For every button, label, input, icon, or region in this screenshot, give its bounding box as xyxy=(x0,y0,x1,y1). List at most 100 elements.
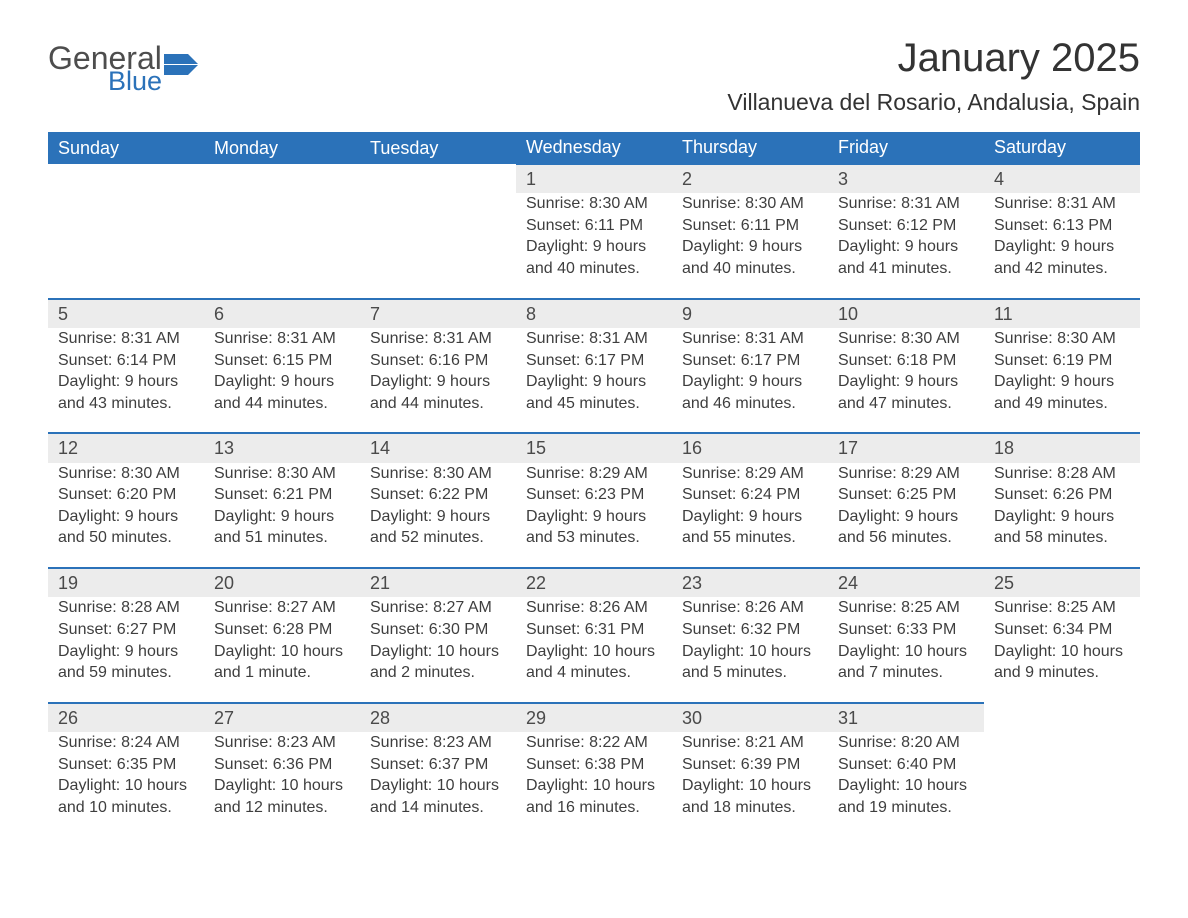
day-d2: and 42 minutes. xyxy=(994,258,1130,280)
day-sunrise: Sunrise: 8:27 AM xyxy=(370,597,506,619)
day-d1: Daylight: 10 hours xyxy=(994,641,1130,663)
day-d2: and 59 minutes. xyxy=(58,662,194,684)
day-sunset: Sunset: 6:21 PM xyxy=(214,484,350,506)
day-cell: Sunrise: 8:24 AMSunset: 6:35 PMDaylight:… xyxy=(48,732,204,836)
day-number: 9 xyxy=(672,299,828,328)
day-sunrise: Sunrise: 8:28 AM xyxy=(58,597,194,619)
week-data-row: Sunrise: 8:31 AMSunset: 6:14 PMDaylight:… xyxy=(48,328,1140,433)
day-number: 7 xyxy=(360,299,516,328)
day-d2: and 40 minutes. xyxy=(526,258,662,280)
day-d2: and 40 minutes. xyxy=(682,258,818,280)
week-daynum-row: 567891011 xyxy=(48,299,1140,328)
day-d1: Daylight: 10 hours xyxy=(214,641,350,663)
day-cell: Sunrise: 8:26 AMSunset: 6:31 PMDaylight:… xyxy=(516,597,672,702)
day-sunrise: Sunrise: 8:31 AM xyxy=(370,328,506,350)
day-cell: Sunrise: 8:26 AMSunset: 6:32 PMDaylight:… xyxy=(672,597,828,702)
day-d2: and 52 minutes. xyxy=(370,527,506,549)
day-sunrise: Sunrise: 8:26 AM xyxy=(682,597,818,619)
day-sunrise: Sunrise: 8:25 AM xyxy=(994,597,1130,619)
day-d2: and 43 minutes. xyxy=(58,393,194,415)
day-d1: Daylight: 9 hours xyxy=(526,506,662,528)
brand-logo-text: General Blue xyxy=(48,44,162,93)
day-cell: Sunrise: 8:30 AMSunset: 6:20 PMDaylight:… xyxy=(48,463,204,568)
day-d2: and 44 minutes. xyxy=(214,393,350,415)
day-d2: and 1 minute. xyxy=(214,662,350,684)
day-cell: Sunrise: 8:27 AMSunset: 6:30 PMDaylight:… xyxy=(360,597,516,702)
day-sunset: Sunset: 6:13 PM xyxy=(994,215,1130,237)
weekday-header: Thursday xyxy=(672,132,828,164)
day-number: 31 xyxy=(828,703,984,732)
weekday-header: Wednesday xyxy=(516,132,672,164)
week-data-row: Sunrise: 8:30 AMSunset: 6:11 PMDaylight:… xyxy=(48,193,1140,298)
page-header: General Blue January 2025 Villanueva del… xyxy=(48,36,1140,126)
day-d1: Daylight: 9 hours xyxy=(838,236,974,258)
day-number: 27 xyxy=(204,703,360,732)
day-d1: Daylight: 9 hours xyxy=(58,641,194,663)
day-sunrise: Sunrise: 8:27 AM xyxy=(214,597,350,619)
day-d1: Daylight: 9 hours xyxy=(994,236,1130,258)
calendar-table: Sunday Monday Tuesday Wednesday Thursday… xyxy=(48,132,1140,836)
day-number: 16 xyxy=(672,433,828,462)
day-d1: Daylight: 9 hours xyxy=(838,506,974,528)
day-sunrise: Sunrise: 8:23 AM xyxy=(214,732,350,754)
day-d1: Daylight: 10 hours xyxy=(838,641,974,663)
day-cell: Sunrise: 8:31 AMSunset: 6:12 PMDaylight:… xyxy=(828,193,984,298)
day-number: 1 xyxy=(516,164,672,193)
day-cell: Sunrise: 8:22 AMSunset: 6:38 PMDaylight:… xyxy=(516,732,672,836)
day-d2: and 58 minutes. xyxy=(994,527,1130,549)
weekday-header: Saturday xyxy=(984,132,1140,164)
day-cell: Sunrise: 8:25 AMSunset: 6:33 PMDaylight:… xyxy=(828,597,984,702)
week-data-row: Sunrise: 8:24 AMSunset: 6:35 PMDaylight:… xyxy=(48,732,1140,836)
day-sunrise: Sunrise: 8:29 AM xyxy=(526,463,662,485)
day-d2: and 19 minutes. xyxy=(838,797,974,819)
day-d1: Daylight: 9 hours xyxy=(214,506,350,528)
day-number: 11 xyxy=(984,299,1140,328)
day-sunset: Sunset: 6:18 PM xyxy=(838,350,974,372)
day-d2: and 51 minutes. xyxy=(214,527,350,549)
page-subtitle: Villanueva del Rosario, Andalusia, Spain xyxy=(727,89,1140,116)
day-number: 20 xyxy=(204,568,360,597)
day-sunrise: Sunrise: 8:29 AM xyxy=(682,463,818,485)
day-number: 14 xyxy=(360,433,516,462)
week-daynum-row: 19202122232425 xyxy=(48,568,1140,597)
day-d1: Daylight: 9 hours xyxy=(58,506,194,528)
empty-cell xyxy=(360,164,516,193)
day-sunrise: Sunrise: 8:30 AM xyxy=(58,463,194,485)
day-d2: and 49 minutes. xyxy=(994,393,1130,415)
day-cell: Sunrise: 8:31 AMSunset: 6:13 PMDaylight:… xyxy=(984,193,1140,298)
day-number: 28 xyxy=(360,703,516,732)
empty-cell xyxy=(48,193,204,298)
day-sunset: Sunset: 6:20 PM xyxy=(58,484,194,506)
day-number: 2 xyxy=(672,164,828,193)
brand-flag-icon xyxy=(164,50,198,76)
day-sunset: Sunset: 6:15 PM xyxy=(214,350,350,372)
day-cell: Sunrise: 8:30 AMSunset: 6:22 PMDaylight:… xyxy=(360,463,516,568)
day-sunrise: Sunrise: 8:30 AM xyxy=(214,463,350,485)
day-cell: Sunrise: 8:30 AMSunset: 6:21 PMDaylight:… xyxy=(204,463,360,568)
day-d1: Daylight: 9 hours xyxy=(994,506,1130,528)
day-cell: Sunrise: 8:20 AMSunset: 6:40 PMDaylight:… xyxy=(828,732,984,836)
day-sunrise: Sunrise: 8:31 AM xyxy=(214,328,350,350)
day-cell: Sunrise: 8:30 AMSunset: 6:11 PMDaylight:… xyxy=(516,193,672,298)
day-number: 22 xyxy=(516,568,672,597)
day-d1: Daylight: 10 hours xyxy=(370,641,506,663)
day-d2: and 12 minutes. xyxy=(214,797,350,819)
day-sunrise: Sunrise: 8:26 AM xyxy=(526,597,662,619)
day-sunset: Sunset: 6:24 PM xyxy=(682,484,818,506)
day-sunset: Sunset: 6:40 PM xyxy=(838,754,974,776)
day-number: 18 xyxy=(984,433,1140,462)
weekday-header: Monday xyxy=(204,132,360,164)
day-cell: Sunrise: 8:31 AMSunset: 6:15 PMDaylight:… xyxy=(204,328,360,433)
day-d2: and 53 minutes. xyxy=(526,527,662,549)
day-number: 26 xyxy=(48,703,204,732)
day-cell: Sunrise: 8:21 AMSunset: 6:39 PMDaylight:… xyxy=(672,732,828,836)
day-number: 23 xyxy=(672,568,828,597)
day-d2: and 7 minutes. xyxy=(838,662,974,684)
day-d1: Daylight: 10 hours xyxy=(58,775,194,797)
day-number: 13 xyxy=(204,433,360,462)
week-data-row: Sunrise: 8:30 AMSunset: 6:20 PMDaylight:… xyxy=(48,463,1140,568)
day-d2: and 45 minutes. xyxy=(526,393,662,415)
empty-cell xyxy=(204,164,360,193)
empty-cell xyxy=(48,164,204,193)
day-d2: and 2 minutes. xyxy=(370,662,506,684)
